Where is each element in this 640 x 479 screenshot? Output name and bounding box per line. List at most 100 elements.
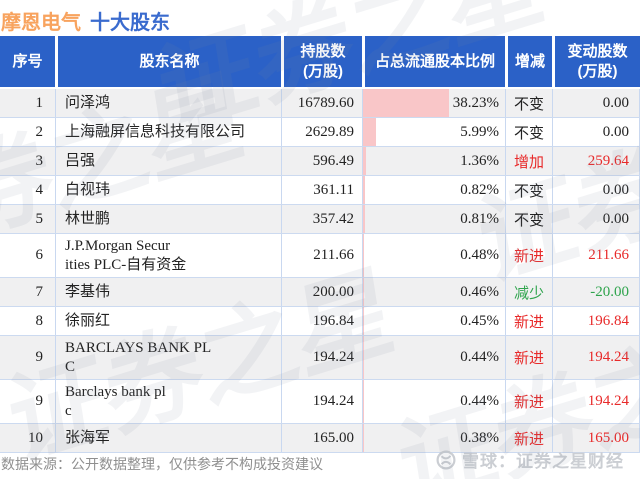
ratio-cell: 0.44% [362,380,505,423]
shares-cell: 211.66 [281,234,362,277]
rank-cell: 6 [35,247,44,263]
ratio-bar [363,380,364,423]
table-row: 6 J.P.Morgan Secur ities PLC-自有资金 211.66… [0,234,640,278]
ratio-bar [363,118,376,146]
rank-cell: 2 [35,123,44,140]
header-col-change: 增减 [505,36,552,87]
ratio-bar [363,307,364,335]
shares-cell: 16789.60 [281,89,362,117]
shareholder-name-cell: 张海军 [55,424,281,452]
brand-watermark: 雪球：证券之星财经 [436,447,624,472]
change-cell: 不变 [505,176,552,204]
delta-shares-cell: 194.24 [552,336,640,379]
shares-cell: 194.24 [281,336,362,379]
ratio-bar [363,336,364,379]
shareholder-name-cell: 李基伟 [55,278,281,306]
ratio-cell: 0.45% [362,307,505,335]
table-row: 9 BARCLAYS BANK PL C 194.24 0.44% 新进 194… [0,336,640,380]
ratio-cell: 1.36% [362,147,505,175]
shareholder-name-cell: 林世鹏 [55,205,281,233]
shareholder-name-cell: BARCLAYS BANK PL C [55,336,281,379]
ratio-cell: 5.99% [362,118,505,146]
delta-shares-cell: 196.84 [552,307,640,335]
change-cell: 增加 [505,147,552,175]
shareholder-name-cell: J.P.Morgan Secur ities PLC-自有资金 [55,234,281,277]
table-row: 4 白视玮 361.11 0.82% 不变 0.00 [0,176,640,205]
ratio-value: 0.82% [460,181,499,198]
table-row: 1 问泽鸿 16789.60 38.23% 不变 0.00 [0,89,640,118]
shares-cell: 2629.89 [281,118,362,146]
table-body: 1 问泽鸿 16789.60 38.23% 不变 0.00 2 上海融屏信息科技… [0,89,640,453]
change-cell: 新进 [505,307,552,335]
delta-shares-cell: 0.00 [552,205,640,233]
ratio-cell: 38.23% [362,89,505,117]
table-row: 2 上海融屏信息科技有限公司 2629.89 5.99% 不变 0.00 [0,118,640,147]
shares-cell: 165.00 [281,424,362,452]
ratio-bar [363,424,364,452]
change-cell: 新进 [505,336,552,379]
xueqiu-logo-icon [436,450,456,470]
data-source-note: 数据来源：公开数据整理，仅供参考不构成投资建议 [1,456,323,472]
ratio-value: 0.81% [460,210,499,227]
ratio-bar [363,205,365,233]
ratio-cell: 0.46% [362,278,505,306]
delta-shares-cell: -20.00 [552,278,640,306]
header-col-shares: 持股数 (万股) [281,36,362,87]
ratio-cell: 0.81% [362,205,505,233]
shares-cell: 200.00 [281,278,362,306]
rank-cell: 9 [35,393,44,409]
shares-cell: 596.49 [281,147,362,175]
shareholder-name-cell: 白视玮 [55,176,281,204]
brand-text: 雪球：证券之星财经 [462,452,624,471]
ratio-bar [363,176,365,204]
shareholder-name-cell: 问泽鸿 [55,89,281,117]
ratio-cell: 0.48% [362,234,505,277]
delta-shares-cell: 211.66 [552,234,640,277]
ratio-bar [363,89,449,117]
table-row: 3 吕强 596.49 1.36% 增加 259.64 [0,147,640,176]
ratio-bar [363,234,364,277]
rank-cell: 5 [35,210,44,227]
header-col-ratio: 占总流通股本比例 [362,36,505,87]
table-row: 8 徐丽红 196.84 0.45% 新进 196.84 [0,307,640,336]
ratio-value: 38.23% [452,94,499,111]
ratio-value: 0.48% [460,247,499,263]
rank-cell: 8 [35,312,44,329]
delta-shares-cell: 0.00 [552,176,640,204]
shareholder-name-cell: 徐丽红 [55,307,281,335]
shares-cell: 194.24 [281,380,362,423]
ratio-value: 0.46% [460,283,499,300]
table-row: 9 Barclays bank pl c 194.24 0.44% 新进 194… [0,380,640,424]
ratio-value: 5.99% [460,123,499,140]
delta-shares-cell: 0.00 [552,118,640,146]
change-cell: 新进 [505,424,552,452]
change-cell: 新进 [505,234,552,277]
change-cell: 不变 [505,89,552,117]
table-row: 5 林世鹏 357.42 0.81% 不变 0.00 [0,205,640,234]
ratio-value: 0.38% [460,429,499,446]
table-row: 7 李基伟 200.00 0.46% 减少 -20.00 [0,278,640,307]
shareholders-table: 序号 股东名称 持股数 (万股) 占总流通股本比例 增减 变动股数 (万股) 1… [0,36,640,453]
ratio-value: 0.44% [460,349,499,365]
rank-cell: 1 [35,94,44,111]
shares-cell: 196.84 [281,307,362,335]
rank-cell: 10 [28,429,43,446]
ratio-cell: 0.82% [362,176,505,204]
rank-cell: 9 [35,349,44,365]
stock-name: 摩恩电气 [1,12,81,34]
change-cell: 不变 [505,118,552,146]
rank-cell: 7 [35,283,44,300]
table-row: 10 张海军 165.00 0.38% 新进 165.00 [0,424,640,453]
ratio-bar [363,278,364,306]
page-title: 摩恩电气 十大股东 [0,0,640,35]
header-col-name: 股东名称 [55,36,281,87]
shareholder-name-cell: 吕强 [55,147,281,175]
ratio-bar [363,147,366,175]
table-header: 序号 股东名称 持股数 (万股) 占总流通股本比例 增减 变动股数 (万股) [0,36,640,87]
shareholder-name-cell: 上海融屏信息科技有限公司 [55,118,281,146]
change-cell: 新进 [505,380,552,423]
change-cell: 减少 [505,278,552,306]
delta-shares-cell: 0.00 [552,89,640,117]
ratio-value: 0.45% [460,312,499,329]
